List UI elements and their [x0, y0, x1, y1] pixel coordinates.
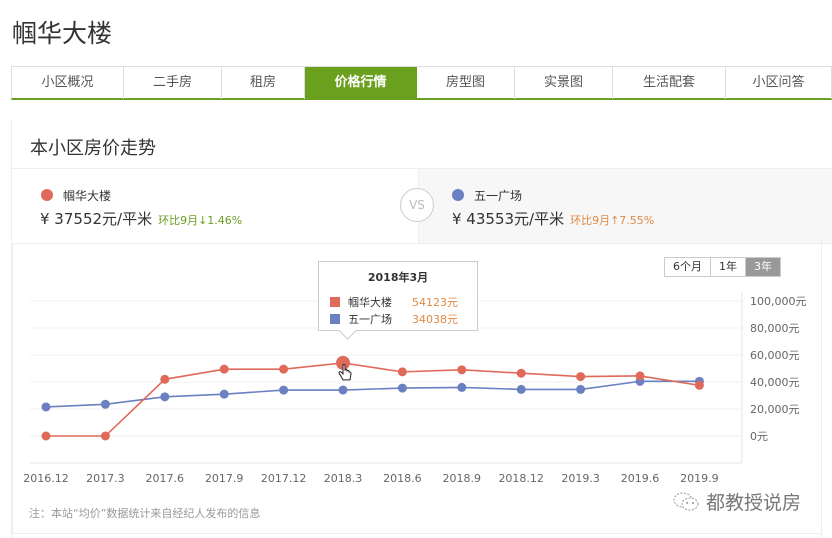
tab-1[interactable]: 二手房 — [124, 67, 222, 99]
range-button-1[interactable]: 1年 — [711, 258, 746, 276]
series-dot-icon — [452, 189, 464, 201]
x-tick-label: 2018.6 — [383, 472, 422, 485]
data-point[interactable] — [338, 385, 348, 395]
data-point[interactable] — [160, 374, 170, 384]
series-dot-icon — [41, 189, 53, 201]
x-tick-label: 2019.6 — [621, 472, 660, 485]
x-tick-label: 2016.12 — [23, 472, 69, 485]
tooltip-row: 五一广场 34038元 — [330, 311, 458, 327]
y-tick-label: 80,000元 — [750, 322, 800, 335]
data-point[interactable] — [576, 384, 586, 394]
x-tick-label: 2017.3 — [86, 472, 125, 485]
data-point[interactable] — [516, 384, 526, 394]
x-tick-label: 2017.9 — [205, 472, 244, 485]
tooltip-row: 帼华大楼 54123元 — [330, 294, 458, 310]
price-value: ¥ 43553元/平米 — [452, 210, 565, 228]
data-point[interactable] — [160, 392, 170, 402]
data-point[interactable] — [41, 431, 51, 441]
compare-left-price: ¥ 37552元/平米 环比9月↓1.46% — [40, 208, 242, 229]
price-compare-panel: 帼华大楼 ¥ 37552元/平米 环比9月↓1.46% VS 五一广场 ¥ 435… — [12, 168, 832, 244]
data-point[interactable] — [219, 389, 229, 399]
compare-right-change: 环比9月↑7.55% — [570, 214, 655, 227]
tab-2[interactable]: 租房 — [222, 67, 305, 99]
x-tick-label: 2017.6 — [146, 472, 185, 485]
compare-right-price: ¥ 43553元/平米 环比9月↑7.55% — [452, 208, 654, 229]
hand-cursor-icon — [338, 363, 352, 381]
compare-left-change: 环比9月↓1.46% — [158, 214, 243, 227]
divider — [821, 240, 822, 538]
data-point[interactable] — [279, 385, 289, 395]
price-trend-section: 本小区房价走势 帼华大楼 ¥ 37552元/平米 环比9月↓1.46% VS 五一… — [11, 120, 832, 538]
data-point[interactable] — [397, 367, 407, 377]
tooltip-title: 2018年3月 — [367, 271, 429, 284]
compare-right: 五一广场 ¥ 43553元/平米 环比9月↑7.55% — [418, 169, 832, 243]
tooltip-series-value: 34038元 — [412, 313, 458, 326]
price-value: ¥ 37552元/平米 — [40, 210, 153, 228]
x-tick-label: 2018.9 — [443, 472, 482, 485]
section-title: 本小区房价走势 — [30, 138, 156, 159]
data-point[interactable] — [219, 364, 229, 374]
series-line — [46, 362, 700, 437]
data-point[interactable] — [279, 364, 289, 374]
tab-3[interactable]: 价格行情 — [305, 67, 417, 99]
data-point[interactable] — [635, 371, 645, 381]
data-point[interactable] — [41, 402, 51, 412]
range-button-2[interactable]: 3年 — [746, 258, 780, 276]
watermark: 都教授说房 — [672, 488, 801, 515]
legend-square-icon — [330, 297, 340, 307]
chart-tooltip: 2018年3月 帼华大楼 54123元 五一广场 34038元 — [318, 261, 478, 331]
y-tick-label: 20,000元 — [750, 403, 800, 416]
range-selector: 6个月 1年 3年 — [664, 257, 781, 277]
x-tick-label: 2018.3 — [324, 472, 363, 485]
watermark-text: 都教授说房 — [706, 492, 802, 514]
y-tick-label: 0元 — [750, 430, 768, 443]
data-point[interactable] — [457, 382, 467, 392]
wechat-icon — [673, 492, 699, 510]
tooltip-series-value: 54123元 — [412, 296, 458, 309]
data-point[interactable] — [694, 380, 704, 390]
data-point[interactable] — [100, 399, 110, 409]
data-point[interactable] — [336, 355, 350, 370]
x-tick-label: 2019.3 — [561, 472, 600, 485]
y-tick-label: 60,000元 — [750, 349, 800, 362]
data-point[interactable] — [516, 368, 526, 378]
compare-left: 帼华大楼 ¥ 37552元/平米 环比9月↓1.46% — [12, 169, 418, 243]
series-line — [45, 380, 700, 408]
tooltip-series-name: 五一广场 — [348, 313, 392, 326]
tab-0[interactable]: 小区概况 — [12, 67, 124, 99]
y-tick-label: 40,000元 — [750, 376, 800, 389]
data-source-note: 注：本站“均价”数据统计来自经纪人发布的信息 — [29, 507, 261, 520]
x-tick-label: 2018.12 — [498, 472, 544, 485]
range-button-0[interactable]: 6个月 — [665, 258, 711, 276]
data-point[interactable] — [397, 383, 407, 393]
data-point[interactable] — [100, 431, 110, 441]
vs-badge: VS — [400, 188, 434, 222]
data-point[interactable] — [576, 372, 586, 382]
data-point[interactable] — [457, 365, 467, 375]
tab-bar: 小区概况 二手房 租房 价格行情 房型图 实景图 生活配套 小区问答 — [11, 66, 832, 100]
tooltip-series-name: 帼华大楼 — [348, 296, 392, 309]
tab-4[interactable]: 房型图 — [417, 67, 515, 99]
tab-5[interactable]: 实景图 — [515, 67, 613, 99]
compare-right-name: 五一广场 — [474, 189, 523, 203]
tab-6[interactable]: 生活配套 — [613, 67, 726, 99]
chart-container: 6个月 1年 3年 — [12, 244, 822, 534]
page-title: 帼华大楼 — [12, 19, 113, 48]
y-tick-label: 100,000元 — [750, 295, 807, 308]
x-tick-label: 2019.9 — [680, 472, 719, 485]
compare-left-name: 帼华大楼 — [63, 189, 112, 203]
legend-square-icon — [330, 314, 340, 324]
x-tick-label: 2017.12 — [261, 472, 307, 485]
